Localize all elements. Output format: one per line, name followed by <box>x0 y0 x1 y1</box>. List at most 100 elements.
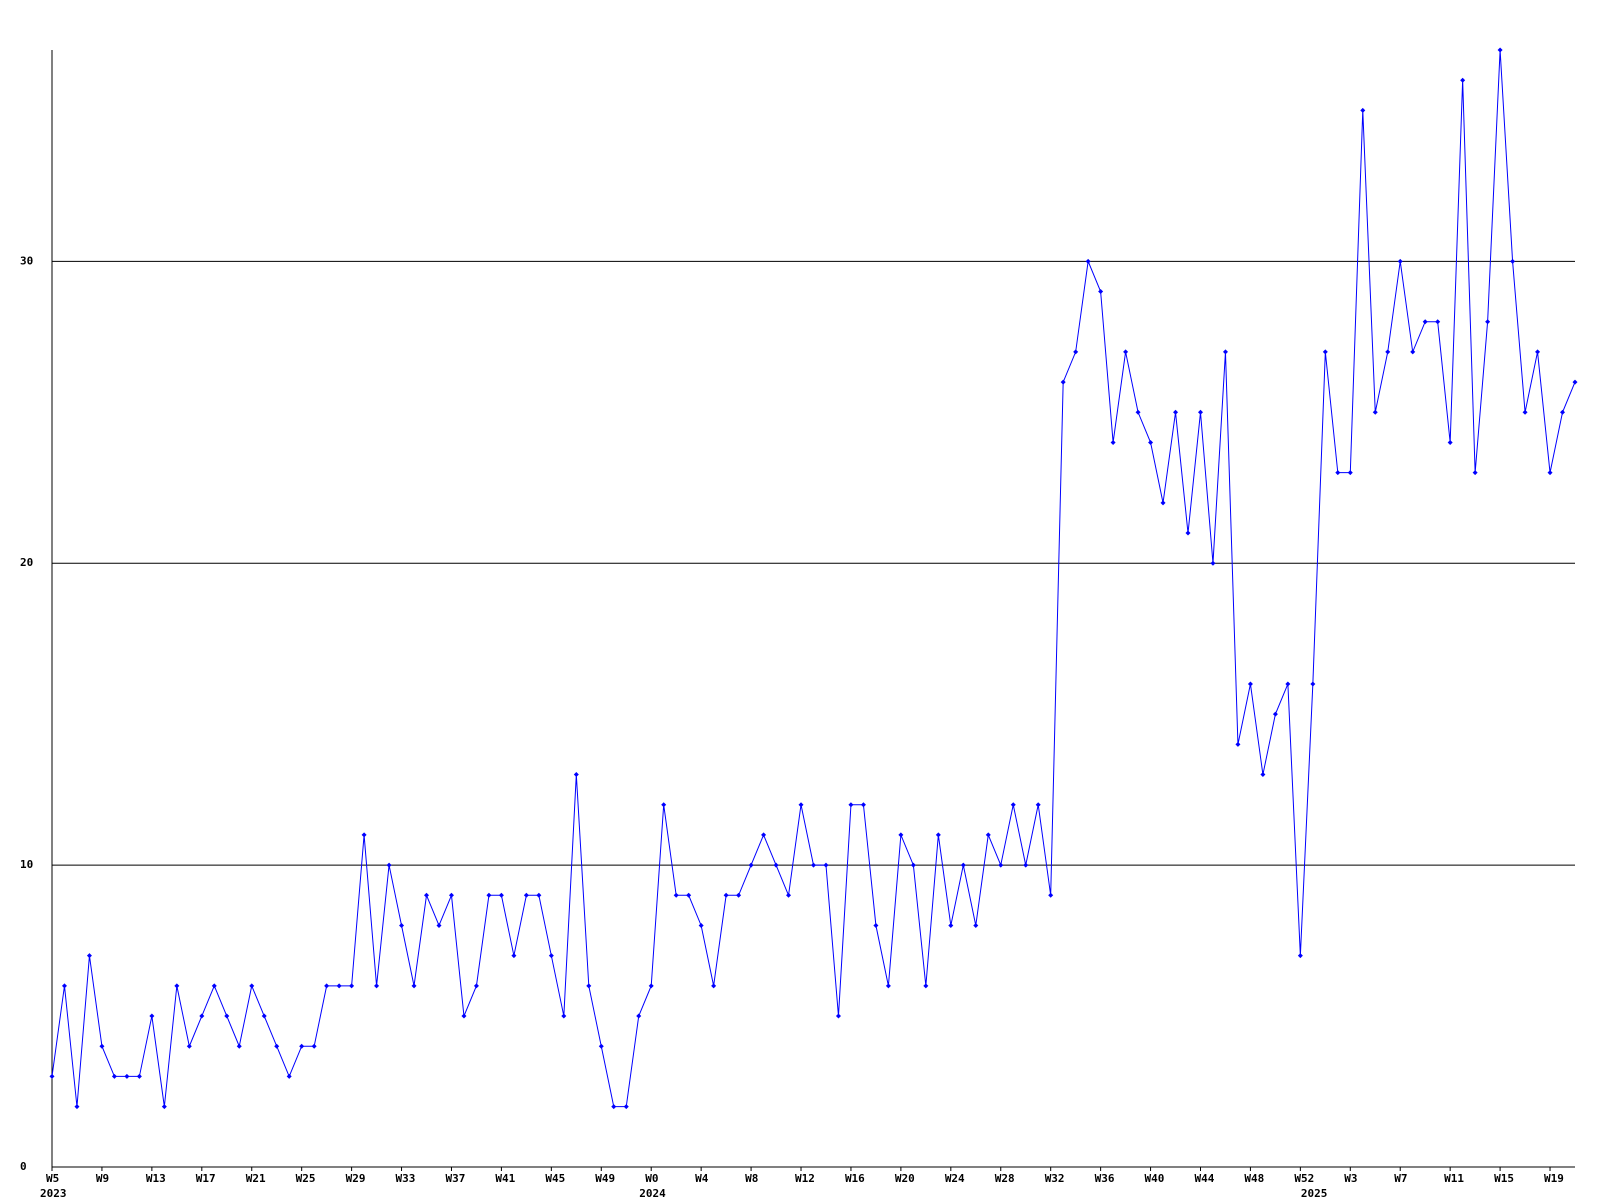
data-point <box>1035 802 1041 808</box>
data-point <box>648 983 654 989</box>
data-point <box>224 1013 230 1019</box>
x-tick-label: W40 <box>1145 1172 1165 1185</box>
data-point <box>1410 349 1416 355</box>
data-point <box>835 1013 841 1019</box>
data-point <box>211 983 217 989</box>
data-point <box>898 832 904 838</box>
data-point <box>311 1043 317 1049</box>
x-tick-label: W28 <box>995 1172 1015 1185</box>
data-point <box>49 1073 55 1079</box>
data-point <box>673 892 679 898</box>
data-point <box>1447 439 1453 445</box>
data-point <box>1235 741 1241 747</box>
data-point <box>336 983 342 989</box>
data-point <box>299 1043 305 1049</box>
data-point <box>498 892 504 898</box>
data-point <box>136 1073 142 1079</box>
x-tick-label: W16 <box>845 1172 865 1185</box>
data-point <box>636 1013 642 1019</box>
x-tick-label: W3 <box>1344 1172 1357 1185</box>
data-point <box>1185 530 1191 536</box>
data-point <box>161 1104 167 1110</box>
data-point <box>623 1104 629 1110</box>
x-tick-label: W17 <box>196 1172 216 1185</box>
x-tick-label: W4 <box>695 1172 709 1185</box>
x-tick-label: W32 <box>1045 1172 1065 1185</box>
data-point <box>736 892 742 898</box>
data-point <box>973 922 979 928</box>
data-point <box>548 953 554 959</box>
data-point <box>798 802 804 808</box>
data-point <box>1397 258 1403 264</box>
data-point <box>748 862 754 868</box>
data-point <box>811 862 816 868</box>
data-point <box>536 892 542 898</box>
data-point <box>1160 500 1166 506</box>
x-tick-label: W15 <box>1494 1172 1514 1185</box>
y-tick-label: 0 <box>20 1160 27 1173</box>
data-point <box>1297 953 1303 959</box>
data-point <box>424 892 430 898</box>
data-point <box>261 1013 267 1019</box>
data-point <box>1060 379 1066 385</box>
year-label: 2025 <box>1301 1187 1328 1200</box>
data-point <box>985 832 991 838</box>
year-label: 2023 <box>40 1187 67 1200</box>
x-tick-label: W20 <box>895 1172 915 1185</box>
data-point <box>711 983 717 989</box>
data-point <box>399 922 405 928</box>
x-tick-label: W21 <box>246 1172 266 1185</box>
data-point <box>286 1073 292 1079</box>
year-label: 2024 <box>639 1187 666 1200</box>
data-point <box>786 892 792 898</box>
data-point <box>923 983 929 989</box>
x-tick-label: W13 <box>146 1172 166 1185</box>
x-tick-label: W37 <box>445 1172 465 1185</box>
data-point <box>586 983 592 989</box>
data-point <box>386 862 392 868</box>
x-tick-label: W41 <box>495 1172 515 1185</box>
data-point <box>1435 319 1441 325</box>
data-point <box>199 1013 205 1019</box>
data-point <box>1335 470 1341 476</box>
y-tick-label: 30 <box>20 254 33 267</box>
data-point <box>411 983 417 989</box>
data-point <box>1210 560 1216 566</box>
x-tick-label: W24 <box>945 1172 965 1185</box>
data-point <box>910 862 916 868</box>
data-point <box>848 802 854 808</box>
data-point <box>998 862 1004 868</box>
data-point <box>1485 319 1491 325</box>
data-point <box>1310 681 1316 687</box>
data-point <box>1285 681 1291 687</box>
x-tick-label: W36 <box>1095 1172 1115 1185</box>
data-point <box>698 922 704 928</box>
data-point <box>61 983 67 989</box>
data-point <box>935 832 941 838</box>
x-tick-label: W49 <box>595 1172 615 1185</box>
data-point <box>1385 349 1391 355</box>
data-point <box>873 922 879 928</box>
data-point <box>511 953 517 959</box>
data-point <box>461 1013 467 1019</box>
data-point <box>1497 47 1503 53</box>
x-tick-label: W5 <box>46 1172 59 1185</box>
data-point <box>361 832 367 838</box>
data-point <box>723 892 729 898</box>
data-point <box>436 922 442 928</box>
x-tick-label: W45 <box>545 1172 565 1185</box>
data-point <box>1535 349 1541 355</box>
data-point <box>523 892 529 898</box>
data-point <box>885 983 891 989</box>
data-point <box>1272 711 1278 717</box>
data-point <box>1510 258 1516 264</box>
data-point <box>473 983 479 989</box>
data-point <box>486 892 492 898</box>
data-point <box>960 862 966 868</box>
x-tick-label: W25 <box>296 1172 316 1185</box>
data-point <box>1572 379 1578 385</box>
data-point <box>598 1043 604 1049</box>
data-point <box>1048 892 1054 898</box>
data-point <box>448 892 454 898</box>
